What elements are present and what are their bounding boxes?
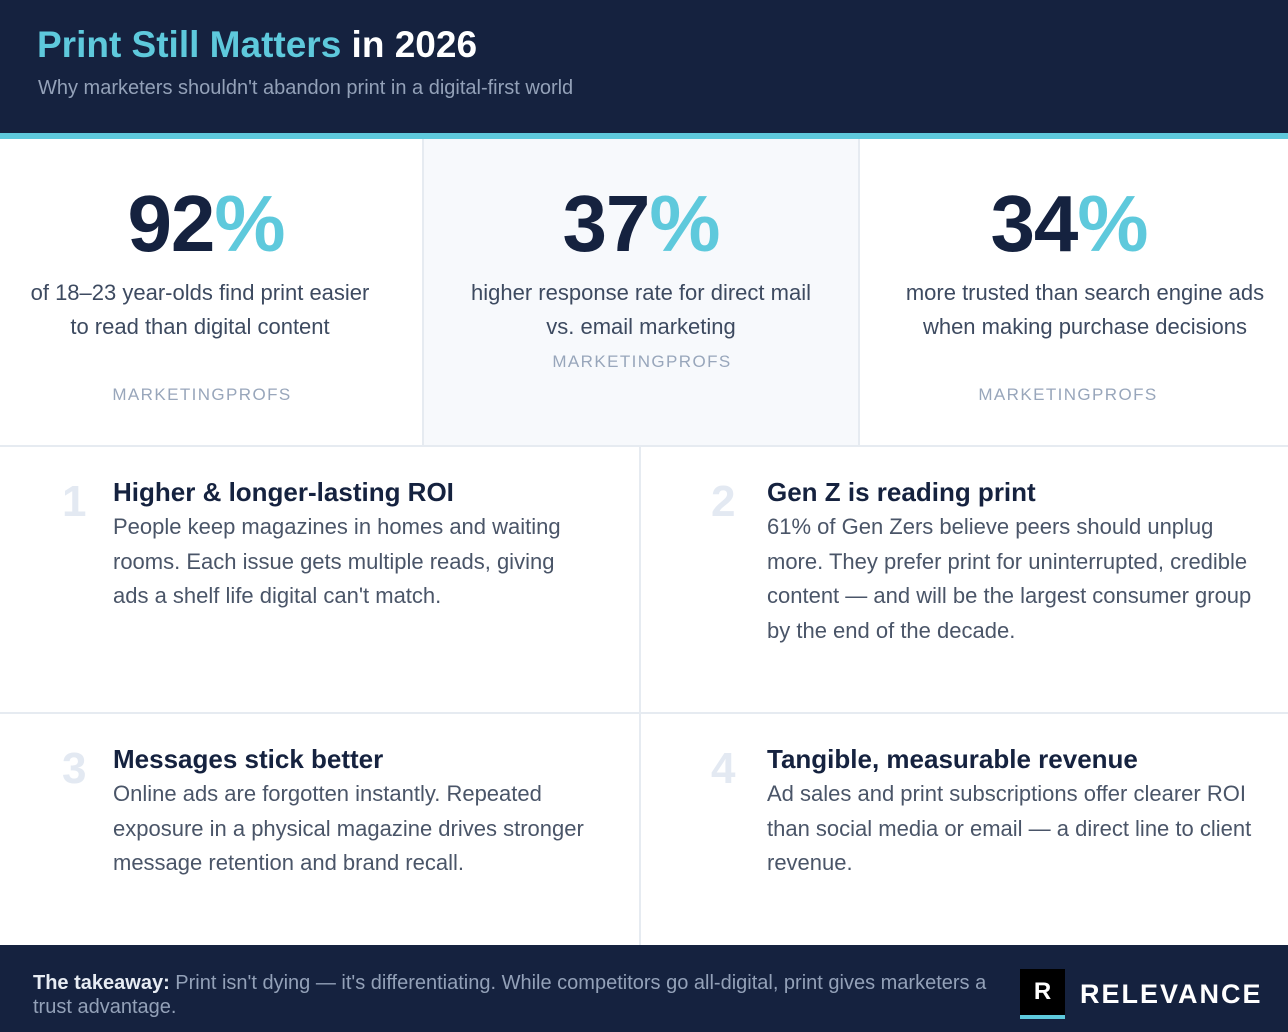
stat-description: of 18–23 year-olds find print easier to …	[30, 280, 370, 339]
stat-source: MARKETINGPROFS	[978, 385, 1158, 404]
stat-value: 92	[127, 179, 215, 268]
point-card: 1 Higher & longer-lasting ROI People kee…	[0, 447, 641, 714]
point-number: 4	[711, 744, 736, 793]
header: Print Still Matters in 2026 Why marketer…	[0, 0, 1288, 133]
point-card: 3 Messages stick better Online ads are f…	[0, 714, 641, 945]
stat-description: more trusted than search engine ads when…	[905, 280, 1265, 339]
stat-card: 92% of 18–23 year-olds find print easier…	[0, 139, 424, 445]
page-subtitle: Why marketers shouldn't abandon print in…	[38, 77, 574, 99]
stat-value: 37	[562, 179, 650, 268]
stat-number: 34%	[850, 179, 1288, 269]
point-body: Online ads are forgotten instantly. Repe…	[113, 781, 584, 875]
point-number: 2	[711, 477, 736, 526]
title-accent: Print Still Matters	[37, 24, 342, 65]
page-title: Print Still Matters in 2026	[37, 24, 477, 66]
point-body: Ad sales and print subscriptions offer c…	[767, 781, 1252, 875]
stat-source: MARKETINGPROFS	[112, 385, 292, 404]
point-card: 2 Gen Z is reading print 61% of Gen Zers…	[641, 447, 1288, 714]
point-title: Gen Z is reading print	[767, 477, 1036, 507]
stat-number: 37%	[424, 179, 858, 269]
point-title: Messages stick better	[113, 744, 384, 774]
logo-mark: R	[1020, 969, 1065, 1019]
stat-card: 37% higher response rate for direct mail…	[424, 139, 860, 445]
points-grid: 1 Higher & longer-lasting ROI People kee…	[0, 447, 1288, 945]
takeaway-text: The takeaway: Print isn't dying — it's d…	[33, 971, 1023, 1019]
point-title: Higher & longer-lasting ROI	[113, 477, 454, 507]
stat-unit: %	[649, 179, 720, 268]
footer: The takeaway: Print isn't dying — it's d…	[0, 945, 1288, 1032]
stat-value: 34	[990, 179, 1078, 268]
point-number: 1	[62, 477, 87, 526]
stat-unit: %	[214, 179, 285, 268]
stats-row: 92% of 18–23 year-olds find print easier…	[0, 139, 1288, 447]
logo-wordmark: RELEVANCE	[1080, 978, 1263, 1009]
accent-divider	[0, 133, 1288, 139]
point-number: 3	[62, 744, 87, 793]
title-rest: in 2026	[341, 24, 478, 65]
point-body: People keep magazines in homes and waiti…	[113, 514, 561, 608]
stat-description: higher response rate for direct mail vs.…	[471, 280, 811, 339]
stat-unit: %	[1077, 179, 1148, 268]
relevance-logo: R RELEVANCE	[1020, 968, 1263, 1020]
stat-number: 92%	[0, 179, 422, 269]
takeaway-lead: The takeaway:	[33, 972, 170, 994]
point-title: Tangible, measurable revenue	[767, 744, 1138, 774]
takeaway-body: Print isn't dying — it's differentiating…	[33, 972, 987, 1018]
point-card: 4 Tangible, measurable revenue Ad sales …	[641, 714, 1288, 945]
point-body: 61% of Gen Zers believe peers should unp…	[767, 514, 1252, 643]
stat-source: MARKETINGPROFS	[552, 352, 732, 371]
stat-card: 34% more trusted than search engine ads …	[860, 139, 1288, 445]
